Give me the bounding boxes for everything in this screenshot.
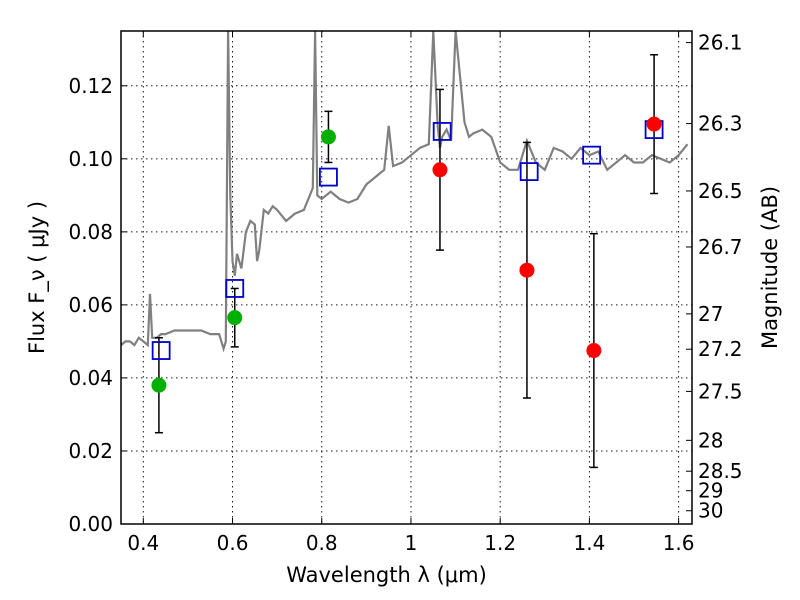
y-tick-label: 0.00: [68, 512, 113, 536]
plot-frame: [120, 30, 693, 525]
y2-tick-label: 28.5: [698, 459, 743, 483]
red-point: [586, 343, 602, 359]
y2-tick-label: 27.5: [698, 379, 743, 403]
y2-tick-label: 26.1: [698, 31, 743, 55]
y2-tick-label: 28: [698, 428, 723, 452]
spectrum-line: [121, 31, 689, 353]
x-tick-label: 0.4: [127, 531, 159, 555]
model-square: [319, 167, 338, 187]
y2-tick-label: 29: [698, 479, 723, 503]
y2-tick-label: 26.3: [698, 112, 743, 136]
model-square: [519, 162, 539, 181]
y2-tick-label: 30: [698, 499, 723, 523]
y-axis-title: Flux F_ν ( μJy ): [25, 201, 50, 354]
red-point: [432, 162, 448, 178]
axis-labels: 0.4 0.6 0.8 1 1.2 1.4 1.6 0.00 0.02 0.04 0.06 0.08 0…: [25, 31, 782, 587]
x-tick-label: 1.2: [484, 531, 516, 555]
y-tick-label: 0.10: [68, 147, 113, 171]
x-tick-label: 1: [405, 531, 418, 555]
x-tick-label: 1.6: [663, 531, 695, 555]
y-tick-label: 0.02: [68, 439, 113, 463]
model-square: [151, 341, 171, 360]
y-tick-label: 0.04: [68, 366, 113, 390]
y2-tick-label: 27: [698, 302, 723, 326]
y2-axis-title: Magnitude (AB): [758, 186, 782, 349]
data-points: [151, 116, 664, 393]
grid-lines: [121, 31, 692, 525]
red-point: [519, 262, 535, 278]
x-tick-label: 0.8: [306, 531, 338, 555]
x-axis-title: Wavelength λ (μm): [286, 563, 487, 587]
green-point: [151, 377, 167, 393]
green-point: [227, 310, 243, 326]
spectrum-series: [121, 31, 689, 353]
y2-tick-label: 26.5: [698, 179, 743, 203]
y-tick-label: 0.12: [68, 74, 113, 98]
y-tick-label: 0.08: [68, 220, 113, 244]
model-square: [582, 145, 602, 165]
model-square: [432, 122, 452, 141]
x-tick-label: 1.4: [573, 531, 605, 555]
red-point: [646, 116, 662, 132]
errorbars: [154, 53, 659, 469]
model-square: [225, 279, 245, 298]
axis-ticks: [121, 31, 692, 525]
y-tick-label: 0.06: [68, 293, 113, 317]
x-tick-label: 0.6: [217, 531, 249, 555]
y2-tick-label: 26.7: [698, 235, 743, 259]
green-point: [320, 129, 336, 145]
y2-tick-label: 27.2: [698, 337, 743, 361]
